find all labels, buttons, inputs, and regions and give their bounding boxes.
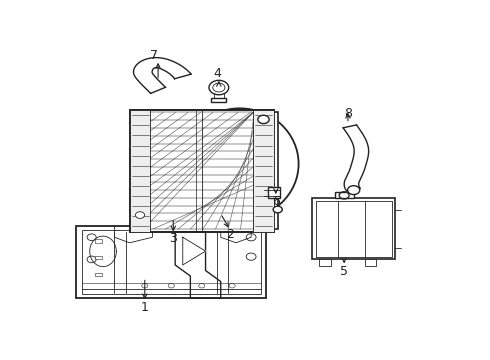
Bar: [129, 110, 150, 232]
Bar: [312, 198, 395, 260]
Text: 7: 7: [150, 49, 158, 62]
Bar: [253, 110, 274, 232]
Text: 5: 5: [340, 265, 348, 278]
Text: 1: 1: [141, 301, 149, 314]
Bar: [335, 192, 354, 198]
Circle shape: [136, 212, 145, 219]
Polygon shape: [183, 237, 206, 265]
Bar: [129, 110, 274, 232]
Bar: [319, 259, 331, 266]
Text: 6: 6: [272, 195, 280, 208]
Bar: [76, 226, 267, 298]
Bar: [316, 201, 392, 257]
Text: 3: 3: [170, 232, 177, 245]
Circle shape: [209, 80, 229, 95]
Bar: [214, 93, 224, 98]
Bar: [137, 112, 278, 229]
Polygon shape: [133, 58, 191, 93]
Text: 8: 8: [344, 107, 352, 120]
Bar: [268, 187, 280, 198]
Bar: [211, 98, 226, 102]
Ellipse shape: [181, 108, 298, 219]
Polygon shape: [343, 125, 368, 192]
Bar: [365, 259, 376, 266]
Bar: [82, 230, 261, 294]
Circle shape: [273, 206, 282, 213]
Text: 4: 4: [213, 67, 221, 80]
Bar: [96, 273, 102, 276]
Bar: [96, 256, 102, 260]
Circle shape: [258, 115, 269, 123]
Text: 2: 2: [226, 228, 234, 241]
Bar: [96, 239, 102, 243]
Circle shape: [347, 186, 360, 194]
